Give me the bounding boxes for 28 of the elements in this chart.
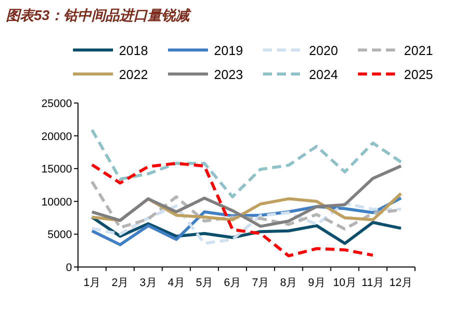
x-tick-label: 8月 (280, 277, 298, 289)
x-tick-label: 1月 (83, 277, 101, 289)
y-tick-label: 15000 (41, 164, 72, 176)
y-tick-label: 25000 (41, 98, 72, 110)
x-tick-label: 5月 (196, 277, 213, 289)
legend-label: 2018 (119, 43, 148, 58)
x-tick-label: 10月 (333, 277, 356, 289)
x-tick-label: 3月 (140, 277, 157, 289)
x-tick-label: 7月 (252, 277, 270, 289)
y-tick-label: 10000 (41, 196, 72, 208)
title: 图表53：钴中间品进口量锐减 (6, 7, 190, 23)
legend-label: 2025 (404, 67, 433, 82)
x-tick-label: 9月 (308, 277, 326, 289)
legend-label: 2024 (309, 67, 338, 82)
legend-label: 2020 (309, 43, 338, 58)
x-tick-label: 6月 (224, 277, 242, 289)
legend-label: 2021 (404, 43, 433, 58)
x-tick-label: 11月 (362, 277, 384, 289)
y-tick-label: 5000 (48, 229, 72, 242)
y-tick-label: 20000 (41, 130, 72, 143)
x-tick-label: 12月 (389, 277, 413, 289)
legend-label: 2019 (214, 43, 243, 58)
x-tick-label: 4月 (168, 277, 185, 289)
legend-label: 2022 (119, 67, 148, 82)
plot: 0 5000 10000 15000 20000 25000 1月 2月 3月 4月 5月 6月 7月 8月 9月 10月 11月 12月 (41, 98, 416, 289)
x-tick-label: 2月 (112, 277, 129, 289)
y-tick-label: 0 (66, 262, 72, 274)
legend-label: 2023 (214, 67, 243, 82)
